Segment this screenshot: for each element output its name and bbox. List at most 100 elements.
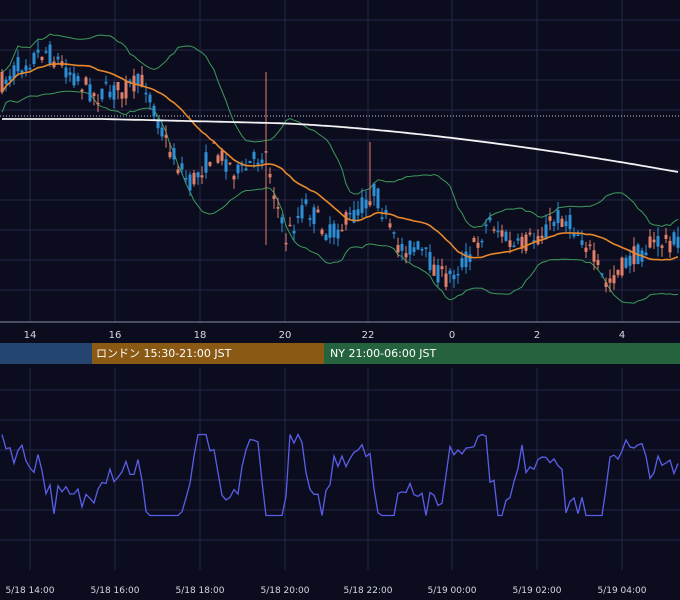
candle-body-136 (544, 224, 548, 240)
candlestick-series (0, 40, 680, 293)
candle-body-119 (476, 242, 480, 248)
moving-average-short-line (1, 62, 679, 261)
candle-body-67 (268, 173, 272, 178)
candle-body-79 (316, 209, 320, 213)
candle-body-37 (148, 94, 152, 103)
candle-body-31 (124, 81, 128, 99)
candle-body-125 (500, 230, 504, 237)
candle-body-88 (352, 210, 356, 223)
candle-body-48 (192, 172, 196, 185)
top-tick-label-4: 22 (362, 330, 375, 341)
candle-body-166 (664, 234, 668, 239)
candle-body-21 (84, 77, 88, 85)
candle-body-90 (360, 197, 364, 213)
candle-body-2 (8, 75, 12, 81)
candle-body-65 (260, 159, 264, 164)
session-ny-label: NY 21:00-06:00 JST (330, 347, 437, 360)
bollinger-bands (1, 33, 679, 304)
candle-body-169 (676, 236, 680, 248)
bottom-tick-label-0: 5/18 14:00 (5, 586, 54, 596)
candle-body-14 (56, 56, 60, 60)
candle-body-120 (480, 240, 484, 243)
candle-body-80 (320, 229, 324, 235)
candle-body-69 (276, 207, 280, 209)
candle-body-71 (284, 242, 288, 245)
candle-body-94 (376, 188, 380, 209)
candle-body-84 (336, 229, 340, 239)
candle-body-87 (348, 212, 352, 215)
candle-body-142 (568, 215, 572, 229)
candle-body-138 (552, 222, 556, 226)
candle-body-58 (232, 175, 236, 180)
candle-body-7 (28, 67, 32, 70)
candle-body-3 (12, 65, 16, 78)
candle-body-97 (388, 223, 392, 228)
candle-body-23 (92, 93, 96, 97)
candle-body-85 (340, 229, 344, 232)
candle-body-52 (208, 161, 212, 166)
session-tokyo-bar (0, 343, 92, 364)
candle-body-139 (556, 210, 560, 224)
candle-body-99 (396, 244, 400, 253)
candle-body-78 (312, 207, 316, 225)
candle-body-150 (600, 273, 604, 276)
candle-body-57 (228, 162, 232, 165)
candle-body-25 (100, 88, 104, 100)
candle-body-38 (152, 105, 156, 117)
candle-body-163 (652, 239, 656, 243)
candle-body-28 (112, 85, 116, 100)
candle-body-140 (560, 218, 564, 227)
top-tick-label-5: 0 (449, 330, 455, 341)
candle-body-123 (492, 229, 496, 231)
candle-body-156 (624, 257, 628, 268)
candle-body-137 (548, 216, 552, 221)
candle-body-103 (412, 247, 416, 253)
candle-body-149 (596, 260, 600, 265)
bottom-tick-label-6: 5/19 02:00 (512, 586, 561, 596)
candle-body-32 (128, 80, 132, 83)
bollinger-upper-band (1, 33, 679, 228)
candle-body-11 (44, 51, 48, 53)
candle-body-124 (496, 230, 500, 233)
session-ny-bar (324, 343, 680, 364)
candle-body-141 (564, 221, 568, 227)
candle-body-131 (524, 234, 528, 251)
candle-body-104 (416, 241, 420, 250)
candle-body-92 (368, 201, 372, 206)
candle-body-16 (64, 67, 68, 78)
candle-body-93 (372, 183, 376, 197)
candle-body-9 (36, 49, 40, 53)
candle-body-105 (420, 248, 424, 251)
candle-body-102 (408, 240, 412, 255)
candle-body-89 (356, 209, 360, 216)
candle-body-108 (432, 264, 436, 276)
bottom-tick-label-4: 5/18 22:00 (343, 586, 392, 596)
candle-body-10 (40, 56, 44, 61)
candle-body-64 (256, 162, 260, 165)
candle-body-40 (160, 127, 164, 137)
candle-body-41 (164, 135, 168, 138)
candle-body-111 (444, 273, 448, 287)
session-london-label: ロンドン 15:30-21:00 JST (96, 347, 232, 360)
candle-body-127 (508, 240, 512, 247)
top-tick-label-7: 4 (619, 330, 625, 341)
candle-body-29 (116, 82, 120, 91)
candle-body-26 (104, 81, 108, 84)
session-london-bar (92, 343, 324, 364)
candle-body-6 (24, 65, 28, 71)
candle-body-153 (612, 275, 616, 284)
candle-body-100 (400, 243, 404, 251)
candle-body-129 (516, 238, 520, 241)
top-tick-label-3: 20 (279, 330, 292, 341)
candle-body-70 (280, 217, 284, 224)
bollinger-lower-band (1, 90, 679, 304)
candle-body-50 (200, 175, 204, 178)
candle-body-76 (304, 199, 308, 204)
candle-body-106 (424, 247, 428, 249)
candle-body-36 (144, 92, 148, 95)
top-tick-label-0: 14 (24, 330, 37, 341)
candle-body-128 (512, 245, 516, 247)
candle-body-4 (16, 57, 20, 72)
grid-lines (0, 0, 680, 570)
